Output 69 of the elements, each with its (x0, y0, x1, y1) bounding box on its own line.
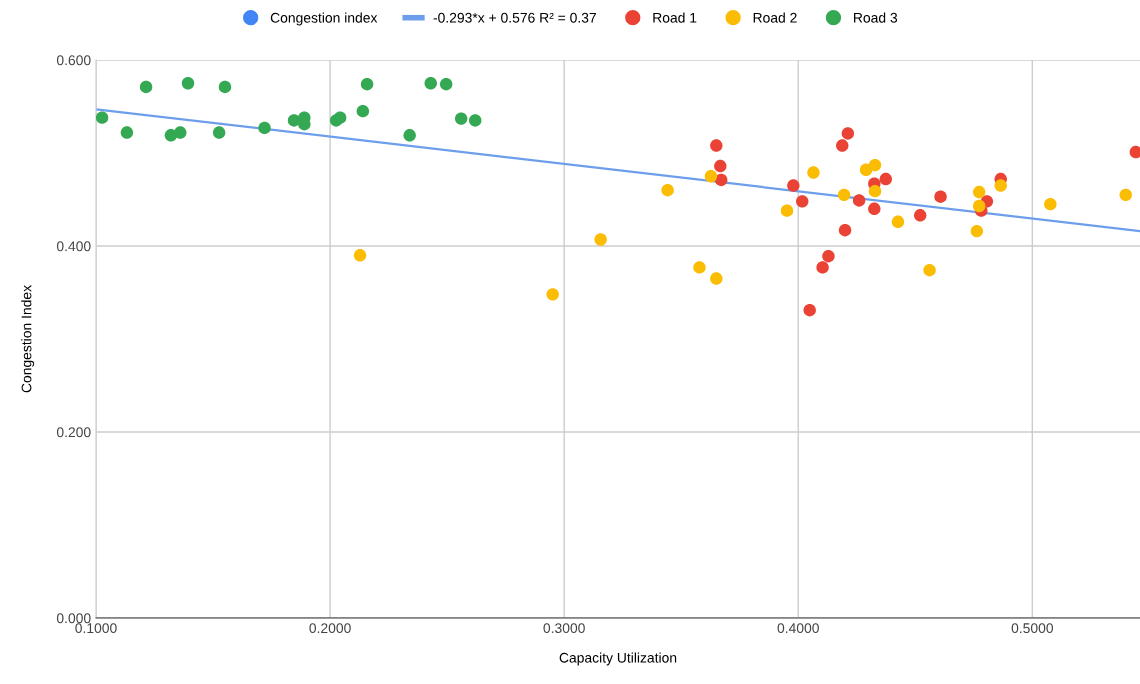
point (353, 249, 367, 262)
point (704, 170, 718, 183)
y-tick-label: 0.400 (56, 241, 91, 252)
point (787, 179, 800, 192)
point (780, 204, 794, 217)
point (934, 190, 947, 203)
point (868, 158, 882, 172)
point (841, 127, 855, 140)
point (970, 224, 984, 238)
legend-label: -0.293*x + 0.576 R² = 0.37 (433, 12, 596, 23)
y-axis-title: Congestion Index (21, 285, 35, 393)
point (356, 104, 370, 118)
point (139, 80, 153, 94)
point (972, 199, 986, 213)
point (212, 126, 226, 139)
point (120, 126, 134, 139)
point (218, 80, 232, 94)
point (424, 77, 437, 90)
y-tick-label: 0.000 (56, 613, 91, 624)
x-tick-label: 0.2000 (309, 623, 351, 634)
legend-label: Road 1 (653, 12, 697, 23)
point (715, 173, 728, 187)
point (796, 195, 809, 208)
y-tick-label: 0.600 (56, 55, 91, 66)
point (838, 223, 852, 237)
point (822, 250, 835, 263)
y-tick-label: 0.200 (56, 427, 91, 438)
point (923, 263, 936, 277)
point (258, 121, 271, 135)
point (994, 179, 1007, 192)
x-tick-label: 0.5000 (1011, 623, 1054, 634)
point (837, 188, 851, 202)
point (868, 184, 882, 198)
point (714, 159, 727, 173)
point (879, 172, 892, 186)
point (972, 185, 986, 199)
point (181, 77, 195, 90)
point (403, 129, 416, 142)
point (360, 77, 374, 91)
point (803, 303, 816, 317)
point (1044, 197, 1057, 211)
legend-label: Road 2 (753, 12, 797, 23)
x-axis-title: Capacity Utilization (559, 652, 677, 666)
point (913, 209, 927, 222)
point (807, 166, 820, 179)
x-tick-label: 0.1000 (75, 623, 117, 634)
point (174, 126, 187, 139)
legend-label: Road 3 (854, 12, 898, 23)
point (594, 233, 607, 246)
point (836, 139, 849, 152)
point (852, 194, 866, 207)
point (96, 111, 109, 124)
point (333, 111, 347, 124)
point (891, 215, 905, 229)
point (454, 112, 468, 125)
point (816, 261, 829, 274)
x-tick-label: 0.3000 (543, 623, 585, 634)
point (693, 261, 706, 274)
point (868, 202, 881, 216)
point (439, 77, 453, 91)
point (710, 139, 723, 152)
point (710, 272, 723, 285)
x-tick-label: 0.4000 (777, 623, 819, 634)
point (661, 183, 674, 197)
point (1119, 188, 1132, 202)
point (546, 288, 559, 301)
point (469, 114, 482, 127)
point (1129, 145, 1140, 159)
legend-label: Congestion index (270, 12, 378, 26)
